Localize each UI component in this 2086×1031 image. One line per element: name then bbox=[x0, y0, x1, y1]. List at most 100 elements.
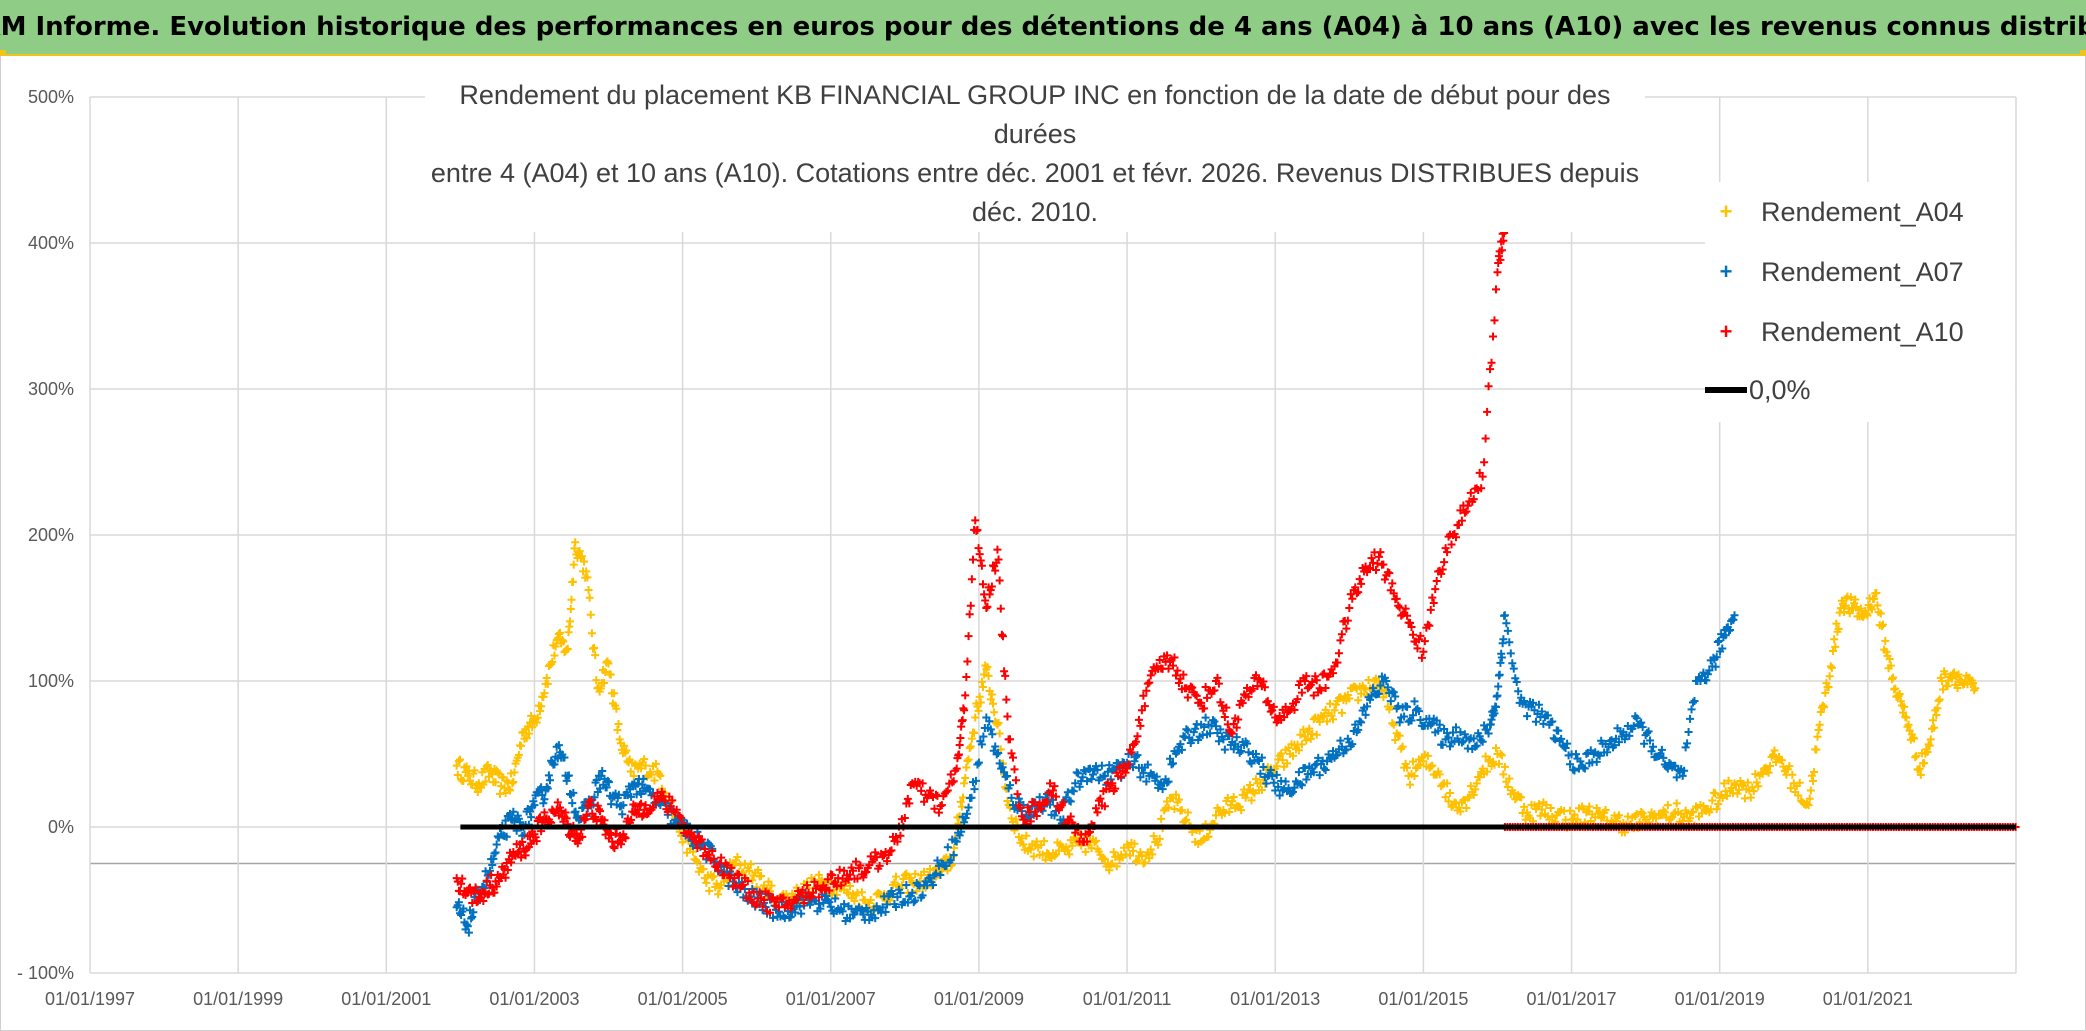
point-rendement-a04 bbox=[1148, 850, 1157, 859]
point-rendement-a04 bbox=[1727, 783, 1736, 792]
chart-title-line2: entre 4 (A04) et 10 ans (A10). Cotations… bbox=[430, 158, 1640, 227]
point-rendement-a07 bbox=[1475, 732, 1484, 741]
legend-label-zero: 0,0% bbox=[1749, 374, 1811, 405]
point-rendement-a04 bbox=[468, 779, 477, 788]
point-rendement-a04 bbox=[1451, 799, 1460, 808]
point-rendement-a07 bbox=[464, 928, 473, 937]
point-rendement-a10 bbox=[952, 764, 961, 773]
point-rendement-a04 bbox=[556, 628, 565, 637]
point-rendement-a07 bbox=[1409, 711, 1418, 720]
point-rendement-a10 bbox=[978, 580, 987, 589]
point-rendement-a04 bbox=[987, 690, 996, 699]
point-rendement-a10 bbox=[995, 576, 1004, 585]
point-rendement-a04 bbox=[1827, 663, 1836, 672]
point-rendement-a04 bbox=[1472, 779, 1481, 788]
point-rendement-a04 bbox=[1582, 808, 1591, 817]
point-rendement-a10 bbox=[974, 544, 983, 553]
point-rendement-a07 bbox=[1632, 714, 1641, 723]
point-rendement-a07 bbox=[991, 742, 1000, 751]
point-rendement-a07 bbox=[856, 906, 865, 915]
point-rendement-a04 bbox=[1925, 741, 1934, 750]
point-rendement-a07 bbox=[988, 730, 997, 739]
point-rendement-a07 bbox=[1646, 736, 1655, 745]
point-rendement-a07 bbox=[1374, 689, 1383, 698]
point-rendement-a10 bbox=[1100, 802, 1109, 811]
point-rendement-a04 bbox=[1891, 684, 1900, 693]
point-rendement-a07 bbox=[1703, 670, 1712, 679]
point-rendement-a04 bbox=[1029, 852, 1038, 861]
point-rendement-a10 bbox=[862, 868, 871, 877]
point-rendement-a04 bbox=[1345, 694, 1354, 703]
point-rendement-a10 bbox=[1409, 630, 1418, 639]
point-rendement-a10 bbox=[742, 894, 751, 903]
point-rendement-a07 bbox=[592, 775, 601, 784]
point-rendement-a07 bbox=[1066, 797, 1075, 806]
point-rendement-a07 bbox=[1071, 779, 1080, 788]
point-rendement-a07 bbox=[1557, 734, 1566, 743]
point-rendement-a04 bbox=[1911, 753, 1920, 762]
point-rendement-a07 bbox=[862, 903, 871, 912]
point-rendement-a04 bbox=[702, 878, 711, 887]
point-rendement-a04 bbox=[585, 593, 594, 602]
point-rendement-a04 bbox=[1947, 674, 1956, 683]
point-rendement-a07 bbox=[1683, 739, 1692, 748]
point-rendement-a10 bbox=[572, 829, 581, 838]
point-rendement-a07 bbox=[1268, 772, 1277, 781]
point-rendement-a04 bbox=[912, 887, 921, 896]
point-rendement-a07 bbox=[1391, 692, 1400, 701]
point-rendement-a10 bbox=[859, 873, 868, 882]
point-rendement-a04 bbox=[746, 860, 755, 869]
point-rendement-a10 bbox=[700, 844, 709, 853]
point-rendement-a04 bbox=[1824, 683, 1833, 692]
point-rendement-a04 bbox=[1443, 779, 1452, 788]
point-rendement-a04 bbox=[1882, 647, 1891, 656]
point-rendement-a10 bbox=[960, 706, 969, 715]
x-tick-label: 01/01/1999 bbox=[193, 989, 283, 1009]
point-rendement-a10 bbox=[640, 805, 649, 814]
point-rendement-a04 bbox=[517, 741, 526, 750]
point-rendement-a07 bbox=[1074, 769, 1083, 778]
point-rendement-a07 bbox=[1275, 791, 1284, 800]
point-rendement-a10 bbox=[1425, 621, 1434, 630]
point-rendement-a04 bbox=[1757, 768, 1766, 777]
point-rendement-a04 bbox=[1419, 757, 1428, 766]
point-rendement-a04 bbox=[984, 671, 993, 680]
point-rendement-a04 bbox=[1895, 690, 1904, 699]
point-rendement-a04 bbox=[1406, 780, 1415, 789]
point-rendement-a10 bbox=[1176, 674, 1185, 683]
point-rendement-a04 bbox=[586, 610, 595, 619]
point-rendement-a04 bbox=[1910, 734, 1919, 743]
point-rendement-a07 bbox=[530, 801, 539, 810]
point-rendement-a10 bbox=[872, 853, 881, 862]
point-rendement-a07 bbox=[1314, 753, 1323, 762]
y-tick-label: 300% bbox=[28, 379, 74, 399]
point-rendement-a10 bbox=[609, 842, 618, 851]
point-rendement-a07 bbox=[618, 810, 627, 819]
point-rendement-a10 bbox=[1232, 723, 1241, 732]
point-rendement-a10 bbox=[1203, 693, 1212, 702]
point-rendement-a10 bbox=[1463, 501, 1472, 510]
point-rendement-a10 bbox=[958, 716, 967, 725]
point-rendement-a10 bbox=[1308, 678, 1317, 687]
point-rendement-a07 bbox=[1478, 737, 1487, 746]
point-rendement-a10 bbox=[853, 874, 862, 883]
point-rendement-a07 bbox=[1529, 698, 1538, 707]
point-rendement-a10 bbox=[1398, 610, 1407, 619]
point-rendement-a10 bbox=[686, 830, 695, 839]
point-rendement-a04 bbox=[1198, 836, 1207, 845]
point-rendement-a07 bbox=[1105, 761, 1114, 770]
point-rendement-a07 bbox=[1571, 750, 1580, 759]
point-rendement-a04 bbox=[1065, 850, 1074, 859]
point-rendement-a10 bbox=[986, 586, 995, 595]
point-rendement-a10 bbox=[1389, 589, 1398, 598]
point-rendement-a07 bbox=[1274, 782, 1283, 791]
point-rendement-a07 bbox=[604, 778, 613, 787]
point-rendement-a04 bbox=[1746, 793, 1755, 802]
point-rendement-a04 bbox=[1856, 604, 1865, 613]
point-rendement-a04 bbox=[1718, 793, 1727, 802]
point-rendement-a04 bbox=[536, 707, 545, 716]
point-rendement-a07 bbox=[1176, 740, 1185, 749]
point-rendement-a07 bbox=[908, 888, 917, 897]
point-rendement-a07 bbox=[1191, 724, 1200, 733]
y-tick-label: 200% bbox=[28, 525, 74, 545]
